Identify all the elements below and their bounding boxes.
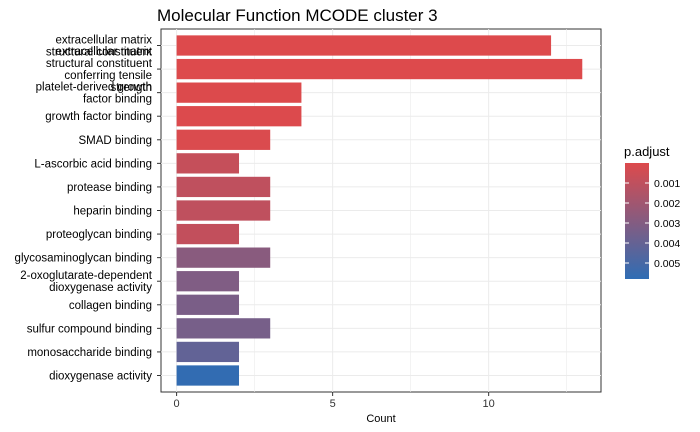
- bar: [176, 271, 240, 292]
- category-label: monosaccharide binding: [27, 347, 152, 359]
- bar: [176, 58, 583, 80]
- x-tick-label: 0: [174, 398, 180, 410]
- category-label: platelet-derived growth factor binding: [36, 82, 152, 106]
- bar: [176, 176, 271, 198]
- category-label: L-ascorbic acid binding: [34, 158, 152, 170]
- x-tick-label: 10: [483, 398, 495, 410]
- category-label: collagen binding: [69, 300, 152, 312]
- bars-group: [176, 35, 583, 386]
- bar: [176, 106, 302, 127]
- category-label: proteoglycan binding: [46, 229, 152, 241]
- bar: [176, 35, 552, 56]
- x-axis: 0 5 10: [174, 392, 495, 410]
- bar: [176, 365, 240, 386]
- category-label: extracellular matrix structural constitue…: [46, 35, 153, 59]
- category-label: extracellular matrix structural constitue…: [46, 46, 153, 94]
- category-label: 2-oxoglutarate-dependent dioxygenase acti…: [20, 270, 153, 294]
- x-tick-label: 5: [330, 398, 336, 410]
- category-label: dioxygenase activity: [49, 371, 152, 383]
- bar: [176, 294, 240, 315]
- category-label: glycosaminoglycan binding: [15, 253, 152, 265]
- category-labels: extracellular matrix structural constitue…: [15, 35, 161, 383]
- category-label: SMAD binding: [78, 135, 152, 147]
- legend-tick-label: 0.005: [654, 258, 680, 270]
- legend-tick-label: 0.001: [654, 178, 680, 190]
- category-label: sulfur compound binding: [27, 323, 152, 335]
- legend-ticks: 0.001 0.002 0.003 0.004 0.005: [625, 178, 680, 270]
- chart-title: Molecular Function MCODE cluster 3: [157, 6, 438, 25]
- bar: [176, 129, 271, 150]
- bar: [176, 247, 271, 268]
- bar: [176, 223, 240, 245]
- legend-title: p.adjust: [624, 144, 670, 159]
- bar: [176, 341, 240, 363]
- legend: p.adjust 0.001 0.002 0.003 0.004 0.005: [624, 144, 680, 279]
- legend-tick-label: 0.003: [654, 218, 680, 230]
- bar: [176, 318, 271, 339]
- category-label: protease binding: [67, 182, 152, 194]
- category-label: heparin binding: [73, 206, 152, 218]
- x-axis-title: Count: [366, 413, 395, 425]
- bar: [176, 82, 302, 103]
- legend-tick-label: 0.004: [654, 238, 680, 250]
- bar: [176, 200, 271, 221]
- category-label: growth factor binding: [45, 111, 152, 123]
- legend-colorbar: [625, 163, 649, 279]
- legend-tick-label: 0.002: [654, 198, 680, 210]
- bar: [176, 153, 240, 174]
